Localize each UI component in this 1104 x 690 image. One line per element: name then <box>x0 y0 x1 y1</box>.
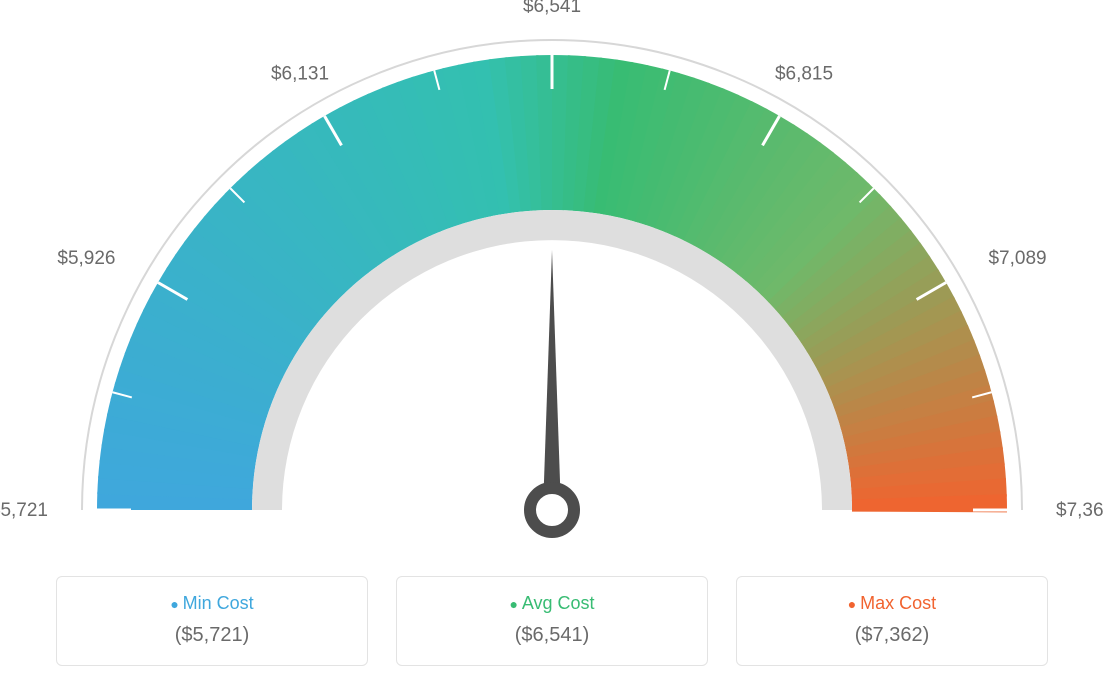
min-cost-value: ($5,721) <box>57 624 367 647</box>
max-cost-value: ($7,362) <box>737 624 1047 647</box>
min-cost-card: Min Cost ($5,721) <box>56 576 368 666</box>
gauge-tick-label: $7,089 <box>988 248 1046 269</box>
min-cost-label: Min Cost <box>57 593 367 614</box>
gauge-tick-label: $6,131 <box>271 64 329 85</box>
gauge-chart-container: { "gauge": { "type": "gauge", "cx": 552,… <box>0 0 1104 690</box>
gauge-tick-label: $5,926 <box>57 248 115 269</box>
gauge-tick-label: $7,362 <box>1056 500 1104 521</box>
gauge-needle <box>543 250 561 510</box>
max-cost-label: Max Cost <box>737 593 1047 614</box>
gauge-needle-base <box>530 488 574 532</box>
gauge-svg: $5,721 $5,926 $6,131 $6,541 $6,815 $7,089 $7,3… <box>0 0 1104 560</box>
avg-cost-value: ($6,541) <box>397 624 707 647</box>
max-cost-card: Max Cost ($7,362) <box>736 576 1048 666</box>
gauge-tick-label: $6,815 <box>775 64 833 85</box>
cost-cards: Min Cost ($5,721) Avg Cost ($6,541) Max … <box>0 576 1104 666</box>
avg-cost-card: Avg Cost ($6,541) <box>396 576 708 666</box>
avg-cost-label: Avg Cost <box>397 593 707 614</box>
gauge-tick-label: $6,541 <box>523 0 581 17</box>
gauge-tick-label: $5,721 <box>0 500 48 521</box>
